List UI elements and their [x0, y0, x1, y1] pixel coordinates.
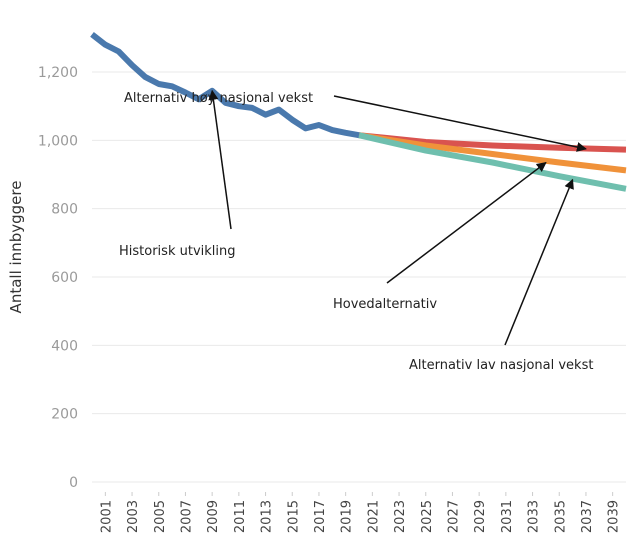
annotation-label: Hovedalternativ [333, 297, 437, 312]
y-tick-label: 1,200 [38, 65, 78, 81]
x-tick-label: 2027 [446, 500, 461, 533]
x-tick-label: 2003 [126, 500, 141, 533]
x-tick-label: 2017 [313, 500, 328, 533]
y-tick-label: 800 [51, 202, 78, 218]
x-tick-label: 2023 [393, 500, 408, 533]
x-tick-label: 2025 [420, 500, 435, 533]
x-tick-label: 2031 [500, 500, 515, 533]
annotation-arrow [386, 161, 547, 284]
annotation-arrow [208, 89, 232, 230]
series-layer [90, 32, 627, 192]
x-tick-label: 2011 [233, 500, 248, 533]
x-tick-label: 2007 [179, 500, 194, 533]
x-tick-label: 2033 [527, 500, 542, 533]
x-tick-label: 2039 [607, 500, 622, 533]
x-tick-label: 2015 [286, 500, 301, 533]
x-tick-label: 2005 [153, 500, 168, 533]
x-tick-layer: 2001 2003 2005 2007 2009 2011 2013 2015 2017 2019… [99, 492, 622, 533]
y-tick-label: 400 [51, 338, 78, 354]
annotation-label: Alternativ høy nasjonal vekst [124, 91, 313, 106]
x-tick-label: 2019 [340, 500, 355, 533]
x-tick-label: 2001 [99, 500, 114, 533]
annotation-arrow [333, 95, 587, 152]
grid-layer [92, 71, 626, 483]
x-tick-label: 2035 [553, 500, 568, 533]
series-line-historisk-utvikling [90, 32, 360, 139]
annotation-arrow [504, 178, 574, 346]
annotation-layer: Alternativ høy nasjonal vekst Historisk u… [119, 89, 593, 373]
series-line-alternativ-lav-nasjonal-vekst [358, 132, 627, 192]
x-tick-label: 2029 [473, 500, 488, 533]
x-tick-label: 2009 [206, 500, 221, 533]
y-tick-label: 1,000 [38, 133, 78, 149]
x-tick-label: 2021 [366, 500, 381, 533]
y-axis-title: Antall innbyggere [7, 181, 25, 314]
y-tick-label: 200 [51, 407, 78, 423]
y-tick-layer: 0 200 400 600 800 1,000 1,200 [38, 65, 78, 491]
annotation-label: Historisk utvikling [119, 244, 236, 259]
annotation-label: Alternativ lav nasjonal vekst [409, 358, 593, 373]
x-tick-label: 2037 [580, 500, 595, 533]
y-tick-label: 0 [69, 475, 78, 491]
y-tick-label: 600 [51, 270, 78, 286]
series-line-hovedalternativ [358, 132, 627, 174]
x-tick-label: 2013 [260, 500, 275, 533]
